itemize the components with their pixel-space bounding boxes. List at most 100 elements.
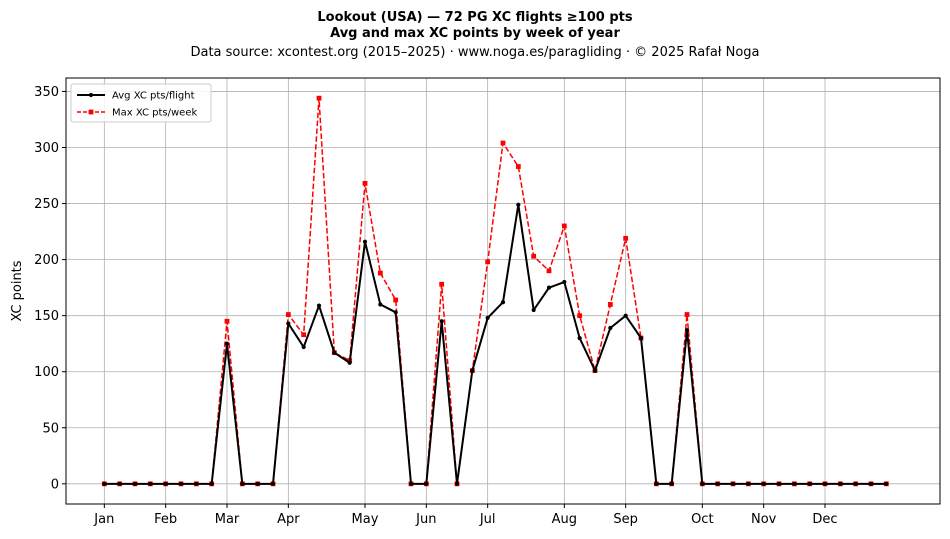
data-point bbox=[347, 360, 352, 365]
data-point bbox=[393, 297, 399, 303]
data-point bbox=[562, 279, 567, 285]
data-point bbox=[301, 332, 307, 338]
data-point bbox=[577, 335, 582, 341]
legend: Avg XC pts/flight Max XC pts/week bbox=[70, 83, 212, 123]
data-point bbox=[638, 335, 644, 341]
data-point bbox=[316, 95, 322, 101]
data-point bbox=[807, 481, 812, 486]
data-point bbox=[286, 321, 291, 326]
y-axis: 0 50 100 150 200 250 300 350 bbox=[34, 85, 66, 492]
data-point bbox=[700, 481, 705, 486]
y-tick-label: 250 bbox=[34, 197, 59, 212]
x-tick-label: Mar bbox=[215, 512, 240, 527]
y-tick-label: 150 bbox=[34, 309, 59, 324]
data-point bbox=[715, 481, 720, 486]
data-point bbox=[439, 281, 445, 287]
data-point bbox=[684, 312, 690, 317]
x-tick-label: Jun bbox=[415, 512, 436, 527]
data-point bbox=[546, 268, 552, 274]
x-tick-label: Feb bbox=[154, 512, 177, 527]
data-point bbox=[577, 313, 583, 319]
data-point bbox=[853, 481, 858, 486]
legend-label: Max XC pts/week bbox=[112, 108, 197, 119]
legend-marker bbox=[88, 92, 94, 98]
data-point bbox=[746, 481, 751, 486]
data-point bbox=[378, 302, 383, 307]
data-point bbox=[439, 319, 444, 324]
data-point bbox=[255, 481, 260, 486]
data-point bbox=[301, 344, 306, 350]
y-axis-label: XC points bbox=[10, 260, 25, 321]
data-point bbox=[792, 481, 797, 486]
data-point bbox=[132, 481, 138, 486]
legend-marker bbox=[88, 109, 94, 115]
chart-title-line-1: Lookout (USA) — 72 PG XC flights ≥100 pt… bbox=[317, 10, 632, 25]
data-point bbox=[209, 481, 214, 486]
data-point bbox=[454, 481, 460, 486]
x-tick-label: Sep bbox=[613, 512, 638, 527]
data-point bbox=[654, 481, 659, 486]
legend-label: Avg XC pts/flight bbox=[112, 91, 195, 102]
data-point bbox=[608, 325, 613, 331]
data-point bbox=[776, 481, 782, 486]
data-point bbox=[515, 164, 521, 169]
y-tick-label: 350 bbox=[34, 85, 59, 100]
y-tick-label: 300 bbox=[34, 141, 59, 156]
x-axis: Jan Feb Mar Apr May Jun Jul Aug Sep Oct Nov Dec bbox=[93, 504, 838, 527]
data-point bbox=[424, 481, 429, 486]
data-point bbox=[408, 481, 414, 486]
data-point bbox=[669, 481, 674, 486]
x-tick-label: Dec bbox=[812, 512, 837, 527]
data-point bbox=[194, 481, 199, 486]
data-point bbox=[592, 368, 598, 373]
legend-box bbox=[70, 83, 212, 123]
x-tick-label: Oct bbox=[691, 512, 713, 527]
data-point bbox=[761, 481, 766, 486]
x-tick-label: Jul bbox=[479, 512, 496, 527]
data-point bbox=[546, 285, 552, 290]
data-point bbox=[316, 303, 322, 308]
x-tick-label: Nov bbox=[751, 512, 777, 527]
data-point bbox=[285, 312, 291, 317]
data-point bbox=[623, 313, 628, 318]
data-point bbox=[332, 350, 337, 355]
data-point bbox=[377, 270, 383, 276]
data-point bbox=[730, 481, 736, 486]
chart-titles: Lookout (USA) — 72 PG XC flights ≥100 pt… bbox=[190, 10, 759, 60]
data-point bbox=[838, 481, 843, 486]
plot-series bbox=[101, 95, 889, 487]
data-point bbox=[362, 180, 368, 186]
chart-title-line-2: Avg and max XC points by week of year bbox=[330, 26, 620, 41]
data-point bbox=[163, 481, 168, 486]
data-point bbox=[822, 481, 828, 486]
x-tick-label: May bbox=[352, 512, 379, 527]
y-tick-label: 50 bbox=[42, 421, 59, 436]
data-point bbox=[362, 239, 368, 244]
series-avg bbox=[102, 202, 889, 486]
series-line bbox=[104, 97, 887, 485]
data-point bbox=[224, 318, 230, 324]
data-point bbox=[485, 259, 491, 265]
y-tick-label: 0 bbox=[51, 477, 59, 492]
x-tick-label: Apr bbox=[277, 512, 300, 527]
data-point bbox=[270, 481, 276, 486]
y-tick-label: 100 bbox=[34, 365, 59, 380]
data-point bbox=[178, 481, 184, 486]
data-point bbox=[240, 481, 245, 486]
series-line bbox=[104, 203, 887, 485]
data-point bbox=[224, 341, 230, 346]
data-point bbox=[684, 328, 690, 333]
x-tick-label: Aug bbox=[552, 512, 577, 527]
data-point bbox=[148, 481, 153, 486]
data-point bbox=[393, 310, 398, 315]
x-tick-label: Jan bbox=[93, 512, 114, 527]
data-point bbox=[561, 223, 567, 229]
data-point bbox=[531, 307, 536, 313]
data-point bbox=[531, 253, 537, 259]
y-tick-label: 200 bbox=[34, 253, 59, 268]
data-point bbox=[884, 481, 889, 486]
data-point bbox=[516, 202, 521, 207]
data-point bbox=[868, 481, 874, 486]
data-point bbox=[623, 235, 629, 241]
